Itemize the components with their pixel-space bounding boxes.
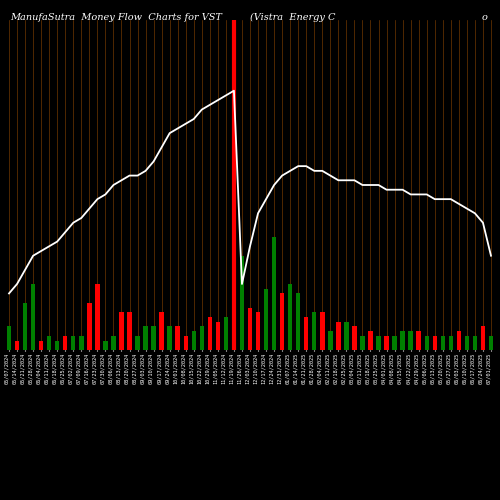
Bar [312, 312, 316, 350]
Bar [336, 322, 340, 350]
Bar [15, 340, 20, 350]
Bar [248, 308, 252, 350]
Bar [120, 312, 124, 350]
Bar [432, 336, 437, 350]
Bar [320, 312, 324, 350]
Bar [472, 336, 477, 350]
Bar [424, 336, 429, 350]
Bar [176, 326, 180, 350]
Bar [23, 303, 28, 350]
Bar [39, 340, 44, 350]
Bar [232, 274, 236, 350]
Bar [256, 312, 260, 350]
Bar [288, 284, 292, 350]
Bar [352, 326, 356, 350]
Bar [344, 322, 348, 350]
Bar [208, 317, 212, 350]
Bar [480, 326, 485, 350]
Bar [71, 336, 76, 350]
Bar [489, 336, 493, 350]
Bar [464, 336, 469, 350]
Bar [63, 336, 68, 350]
Bar [384, 336, 389, 350]
Bar [224, 317, 228, 350]
Bar [87, 303, 92, 350]
Bar [304, 317, 308, 350]
Bar [103, 340, 108, 350]
Bar [296, 294, 300, 350]
Bar [448, 336, 453, 350]
Bar [95, 284, 100, 350]
Bar [368, 331, 372, 350]
Bar [111, 336, 116, 350]
Bar [31, 284, 36, 350]
Bar [200, 326, 204, 350]
Bar [416, 331, 421, 350]
Bar [360, 336, 364, 350]
Bar [79, 336, 84, 350]
Bar [216, 322, 220, 350]
Text: o: o [482, 12, 488, 22]
Bar [400, 331, 405, 350]
Bar [144, 326, 148, 350]
Bar [7, 326, 11, 350]
Bar [47, 336, 52, 350]
Text: (Vistra  Energy C: (Vistra Energy C [250, 12, 336, 22]
Text: ManufaSutra  Money Flow  Charts for VST: ManufaSutra Money Flow Charts for VST [10, 12, 222, 22]
Bar [264, 288, 268, 350]
Bar [408, 331, 413, 350]
Bar [440, 336, 445, 350]
Bar [272, 237, 276, 350]
Bar [328, 331, 332, 350]
Bar [240, 256, 244, 350]
Bar [392, 336, 397, 350]
Bar [55, 340, 60, 350]
Bar [168, 326, 172, 350]
Bar [128, 312, 132, 350]
Bar [136, 336, 140, 350]
Bar [376, 336, 380, 350]
Bar [192, 331, 196, 350]
Bar [152, 326, 156, 350]
Bar [456, 331, 461, 350]
Bar [160, 312, 164, 350]
Bar [280, 294, 284, 350]
Bar [184, 336, 188, 350]
